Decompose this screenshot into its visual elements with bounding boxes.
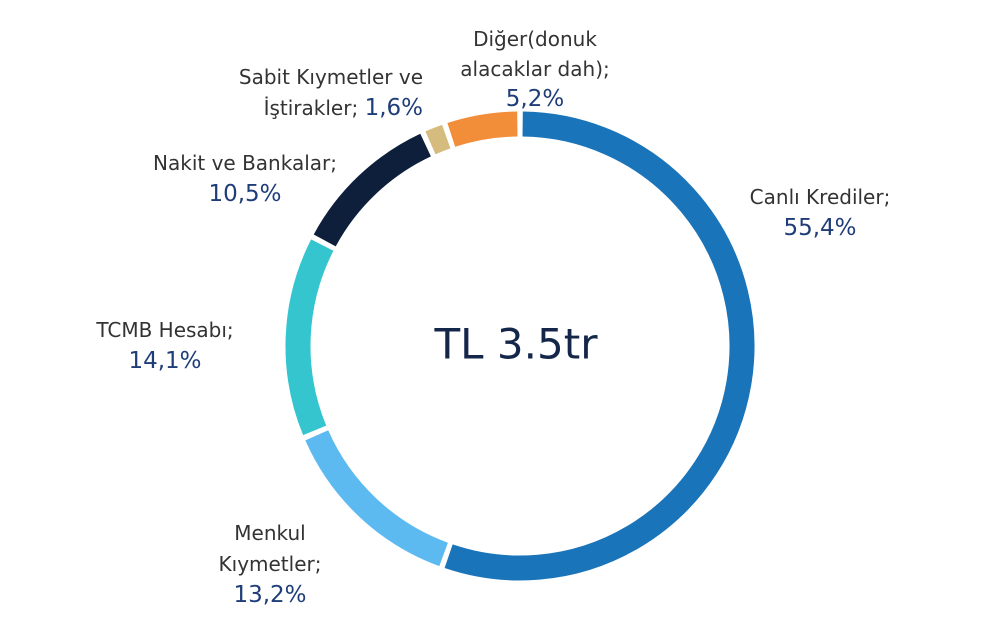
slice-label: Menkul Kıymetler; 13,2% [205, 518, 335, 611]
category-label: TCMB Hesabı; [96, 318, 234, 342]
donut-slice [425, 124, 451, 155]
slice-label: Canlı Krediler; 55,4% [720, 182, 920, 244]
value-label: 10,5% [208, 181, 282, 207]
value-label: 14,1% [128, 348, 202, 374]
value-label: 1,6% [364, 95, 423, 121]
category-label: Sabit Kıymetler ve İştirakler; [238, 65, 423, 120]
donut-slice [447, 111, 518, 147]
slice-label: Nakit ve Bankalar; 10,5% [130, 148, 360, 210]
donut-slice [313, 133, 432, 247]
slice-label: Diğer(donuk alacaklar dah); 5,2% [450, 24, 620, 114]
donut-slice [305, 430, 449, 567]
category-label: Nakit ve Bankalar; [153, 151, 337, 175]
donut-slice [444, 111, 755, 581]
category-label: Canlı Krediler; [749, 185, 891, 209]
center-label: TL 3.5tr [434, 320, 599, 369]
slice-label: Sabit Kıymetler ve İştirakler; 1,6% [225, 62, 423, 124]
value-label: 13,2% [233, 582, 307, 608]
category-label: Diğer(donuk alacaklar dah); [460, 27, 610, 81]
donut-slice [285, 239, 334, 436]
value-label: 5,2% [505, 86, 565, 112]
value-label: 55,4% [783, 215, 857, 241]
slice-label: TCMB Hesabı; 14,1% [60, 315, 270, 377]
category-label: Menkul Kıymetler; [218, 521, 322, 576]
